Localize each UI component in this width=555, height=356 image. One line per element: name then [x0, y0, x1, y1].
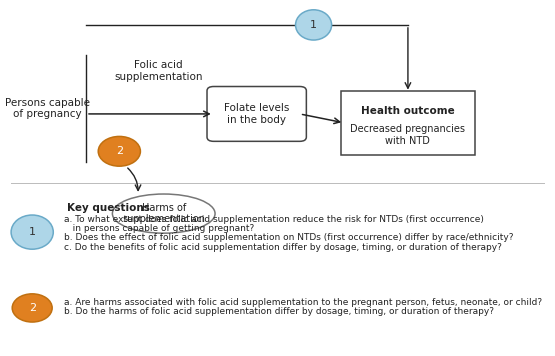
- Text: 1: 1: [29, 227, 36, 237]
- Ellipse shape: [12, 294, 52, 322]
- Ellipse shape: [98, 136, 140, 166]
- FancyBboxPatch shape: [341, 91, 475, 155]
- Text: a. To what extent does folic acid supplementation reduce the risk for NTDs (firs: a. To what extent does folic acid supple…: [64, 215, 484, 224]
- FancyBboxPatch shape: [207, 87, 306, 141]
- Text: c. Do the benefits of folic acid supplementation differ by dosage, timing, or du: c. Do the benefits of folic acid supplem…: [64, 243, 502, 252]
- Text: 1: 1: [310, 20, 317, 30]
- Text: 2: 2: [116, 146, 123, 156]
- Text: Persons capable
of pregnancy: Persons capable of pregnancy: [4, 98, 90, 119]
- Text: Decreased pregnancies
with NTD: Decreased pregnancies with NTD: [350, 124, 466, 146]
- Ellipse shape: [295, 10, 332, 40]
- Text: Folate levels
in the body: Folate levels in the body: [224, 103, 289, 125]
- Text: Health outcome: Health outcome: [361, 106, 455, 116]
- Text: 2: 2: [29, 303, 36, 313]
- Ellipse shape: [112, 194, 215, 233]
- Text: b. Do the harms of folic acid supplementation differ by dosage, timing, or durat: b. Do the harms of folic acid supplement…: [64, 307, 494, 316]
- Text: b. Does the effect of folic acid supplementation on NTDs (first occurrence) diff: b. Does the effect of folic acid supplem…: [64, 233, 513, 242]
- Text: a. Are harms associated with folic acid supplementation to the pregnant person, : a. Are harms associated with folic acid …: [64, 298, 542, 307]
- Text: in persons capable of getting pregnant?: in persons capable of getting pregnant?: [64, 224, 254, 232]
- Text: Harms of
supplementation: Harms of supplementation: [122, 203, 205, 224]
- Text: Folic acid
supplementation: Folic acid supplementation: [114, 61, 203, 82]
- Ellipse shape: [11, 215, 53, 249]
- Text: Key questions: Key questions: [67, 203, 149, 213]
- FancyArrowPatch shape: [128, 168, 141, 190]
